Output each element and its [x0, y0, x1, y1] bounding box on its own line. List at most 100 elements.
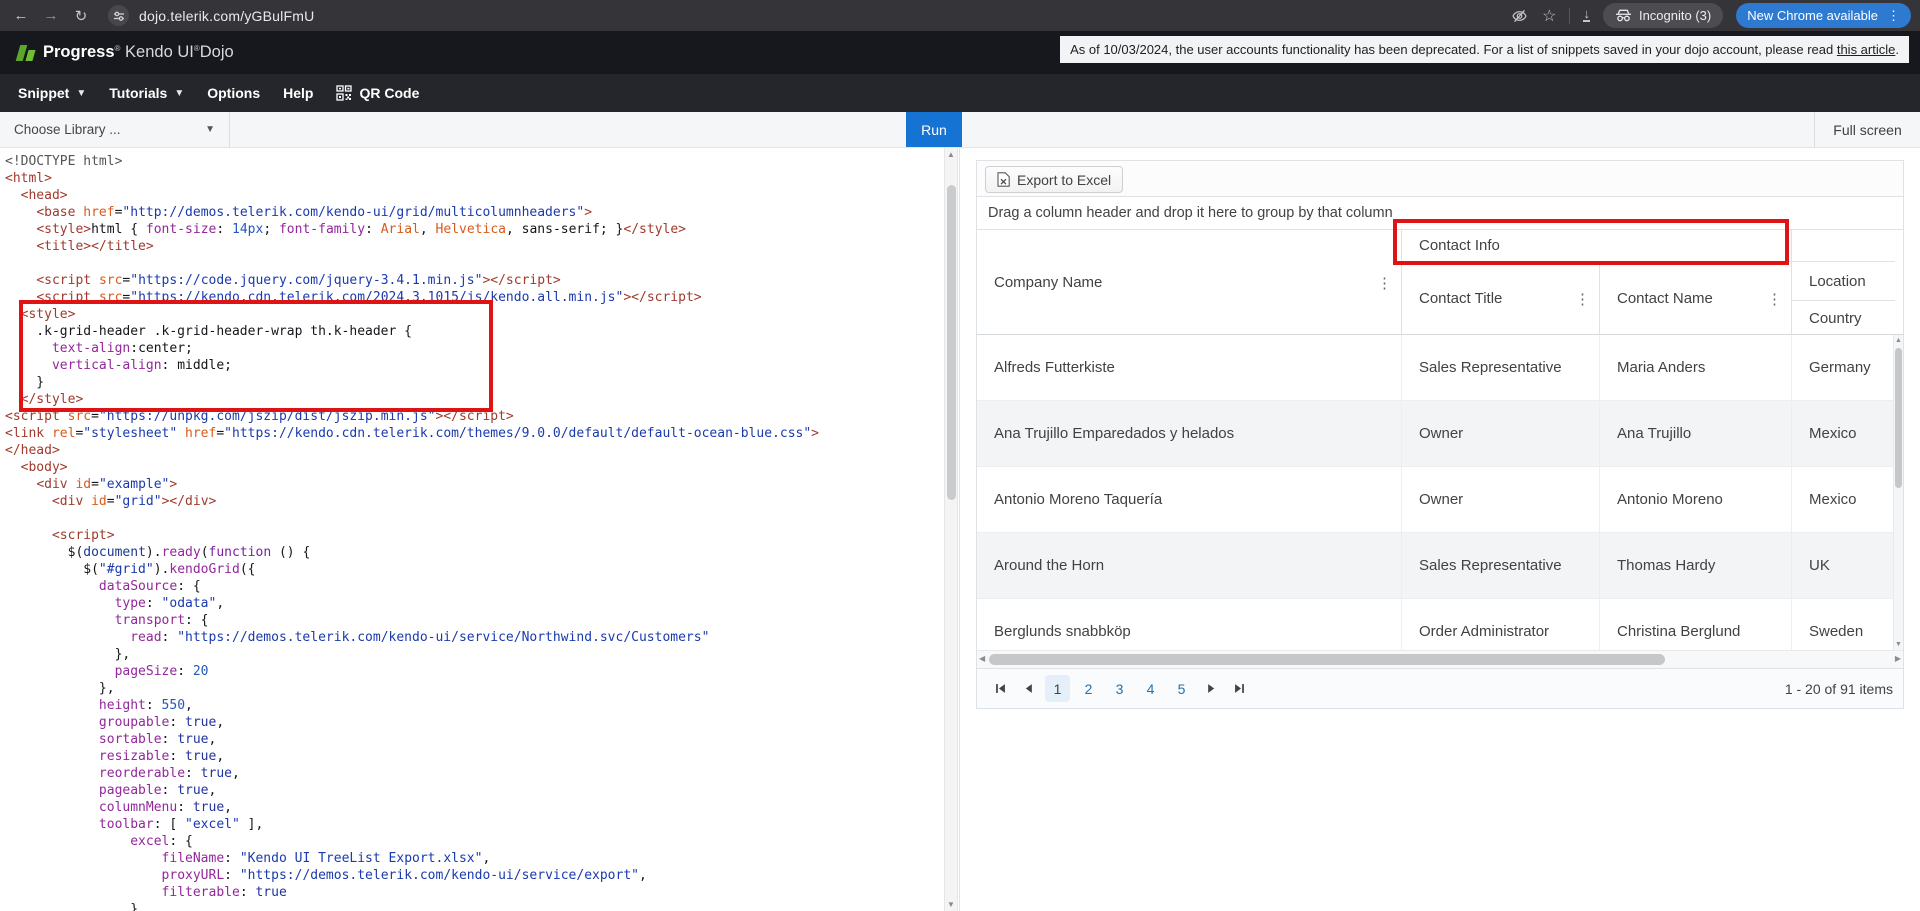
- code-line[interactable]: </head>: [5, 443, 60, 458]
- code-line[interactable]: proxyURL: "https://demos.telerik.com/ken…: [161, 868, 647, 883]
- code-line[interactable]: pageable: true,: [98, 783, 217, 798]
- code-line[interactable]: vertical-align: middle;: [51, 358, 232, 373]
- code-line[interactable]: reorderable: true,: [98, 766, 240, 781]
- code-line[interactable]: },: [5, 681, 115, 696]
- scroll-down-icon[interactable]: ▼: [947, 900, 955, 909]
- code-line[interactable]: </style>: [20, 392, 84, 407]
- code-line[interactable]: fileName: "Kendo UI TreeList Export.xlsx…: [161, 851, 491, 866]
- column-header-contact-info[interactable]: Contact Info: [1402, 230, 1792, 262]
- group-drop-area[interactable]: Drag a column header and drop it here to…: [977, 197, 1903, 230]
- menu-help[interactable]: Help: [283, 85, 314, 101]
- column-header-location[interactable]: Location: [1792, 262, 1895, 301]
- code-line[interactable]: <body>: [20, 460, 68, 475]
- scroll-up-icon[interactable]: ▲: [947, 150, 955, 159]
- code-line[interactable]: $(document).ready(function () {: [5, 545, 311, 560]
- grid-vertical-scrollbar[interactable]: ▲ ▼: [1893, 335, 1903, 650]
- fullscreen-button[interactable]: Full screen: [1814, 112, 1920, 147]
- code-line[interactable]: height: 550,: [98, 698, 193, 713]
- pager-page-3[interactable]: 3: [1115, 680, 1124, 697]
- column-menu-icon[interactable]: ⋮: [1767, 290, 1782, 308]
- menu-options[interactable]: Options: [207, 85, 261, 101]
- code-line[interactable]: pageSize: 20: [114, 664, 209, 679]
- back-icon[interactable]: ←: [13, 7, 29, 24]
- menu-qr-code[interactable]: QR Code: [336, 85, 419, 101]
- grid-vscrollbar-thumb[interactable]: [1895, 348, 1902, 488]
- cell-company: Antonio Moreno Taquería: [977, 467, 1402, 532]
- code-line[interactable]: <script src="https://unpkg.com/jszip/dis…: [5, 409, 514, 424]
- code-line[interactable]: read: "https://demos.telerik.com/kendo-u…: [130, 630, 710, 645]
- menu-tutorials[interactable]: Tutorials ▼: [109, 85, 185, 101]
- column-header-country[interactable]: Country: [1809, 309, 1862, 327]
- menu-snippet[interactable]: Snippet ▼: [18, 85, 87, 101]
- pager-first-button[interactable]: [989, 678, 1011, 700]
- run-button[interactable]: Run: [906, 112, 962, 147]
- incognito-badge[interactable]: Incognito (3): [1602, 3, 1724, 28]
- column-header-contact-title[interactable]: Contact Title ⋮: [1402, 262, 1600, 335]
- bookmark-star-icon[interactable]: ☆: [1542, 7, 1557, 25]
- code-line[interactable]: text-align:center;: [51, 341, 193, 356]
- code-line[interactable]: }: [5, 902, 139, 911]
- code-line[interactable]: dataSource: {: [98, 579, 201, 594]
- scroll-right-icon[interactable]: ▶: [1894, 654, 1901, 663]
- pager-page-2[interactable]: 2: [1084, 680, 1093, 697]
- editor-scrollbar[interactable]: ▲ ▼: [944, 148, 958, 911]
- reload-icon[interactable]: ↻: [74, 7, 88, 25]
- code-line[interactable]: excel: {: [130, 834, 193, 849]
- column-header-company-name[interactable]: Company Name ⋮: [977, 230, 1402, 335]
- pager-prev-button[interactable]: [1017, 678, 1039, 700]
- code-line[interactable]: filterable: true: [161, 885, 287, 900]
- column-menu-icon[interactable]: ⋮: [1377, 274, 1392, 292]
- new-chrome-button[interactable]: New Chrome available ⋮: [1736, 3, 1911, 28]
- notice-article-link[interactable]: this article: [1836, 42, 1896, 57]
- editor-scrollbar-thumb[interactable]: [947, 185, 956, 500]
- code-line[interactable]: <div id="example">: [36, 477, 178, 492]
- code-line[interactable]: <div id="grid"></div>: [51, 494, 217, 509]
- code-line[interactable]: <script src="https://code.jquery.com/jqu…: [36, 273, 561, 288]
- scroll-left-icon[interactable]: ◀: [979, 654, 986, 663]
- code-line[interactable]: <base href="http://demos.telerik.com/ken…: [36, 205, 593, 220]
- column-header-contact-name[interactable]: Contact Name ⋮: [1600, 262, 1792, 335]
- chrome-menu-icon[interactable]: ⋮: [1887, 7, 1900, 23]
- code-line[interactable]: <style>html { font-size: 14px; font-fami…: [36, 222, 687, 237]
- pager-page-4[interactable]: 4: [1146, 680, 1155, 697]
- code-line[interactable]: [5, 510, 944, 527]
- code-line[interactable]: <head>: [20, 188, 68, 203]
- scroll-up-icon[interactable]: ▲: [1895, 337, 1902, 344]
- code-line[interactable]: resizable: true,: [98, 749, 225, 764]
- code-line[interactable]: <style>: [20, 307, 76, 322]
- code-line[interactable]: <link rel="stylesheet" href="https://ken…: [5, 426, 819, 441]
- pager-page-1[interactable]: 1: [1045, 675, 1070, 702]
- code-line[interactable]: $("#grid").kendoGrid({: [5, 562, 256, 577]
- grid-hscrollbar-thumb[interactable]: [989, 654, 1665, 665]
- code-line[interactable]: },: [5, 647, 131, 662]
- code-line[interactable]: <title></title>: [36, 239, 154, 254]
- code-line[interactable]: transport: {: [114, 613, 209, 628]
- scroll-down-icon[interactable]: ▼: [1895, 641, 1902, 648]
- forward-icon[interactable]: →: [43, 7, 59, 24]
- code-line[interactable]: toolbar: [ "excel" ],: [98, 817, 264, 832]
- site-info-icon[interactable]: [108, 5, 129, 26]
- eye-off-icon[interactable]: [1510, 8, 1529, 24]
- download-icon[interactable]: ↓: [1583, 6, 1590, 22]
- code-line[interactable]: groupable: true,: [98, 715, 225, 730]
- column-menu-icon[interactable]: ⋮: [1575, 290, 1590, 308]
- code-line[interactable]: .k-grid-header .k-grid-header-wrap th.k-…: [5, 324, 412, 339]
- code-editor[interactable]: <!DOCTYPE html> <html> <head> <base href=…: [0, 148, 944, 911]
- code-line[interactable]: <script>: [51, 528, 115, 543]
- code-line[interactable]: [5, 255, 944, 272]
- pager-last-button[interactable]: [1228, 678, 1250, 700]
- code-line[interactable]: columnMenu: true,: [98, 800, 232, 815]
- code-line[interactable]: <html>: [5, 171, 52, 186]
- code-line[interactable]: <script src="https://kendo.cdn.telerik.c…: [36, 290, 702, 305]
- code-line[interactable]: <!DOCTYPE html>: [5, 154, 123, 169]
- code-line[interactable]: }: [5, 375, 45, 390]
- choose-library-dropdown[interactable]: Choose Library ... ▼: [0, 112, 230, 147]
- code-line[interactable]: sortable: true,: [98, 732, 217, 747]
- export-to-excel-button[interactable]: Export to Excel: [985, 166, 1124, 193]
- pager-next-button[interactable]: [1200, 678, 1222, 700]
- pager-page-5[interactable]: 5: [1177, 680, 1186, 697]
- address-bar[interactable]: dojo.telerik.com/yGBulFmU: [139, 7, 315, 24]
- excel-file-icon: [997, 172, 1010, 187]
- code-line[interactable]: type: "odata",: [114, 596, 225, 611]
- grid-horizontal-scrollbar[interactable]: ◀ ▶: [977, 650, 1903, 668]
